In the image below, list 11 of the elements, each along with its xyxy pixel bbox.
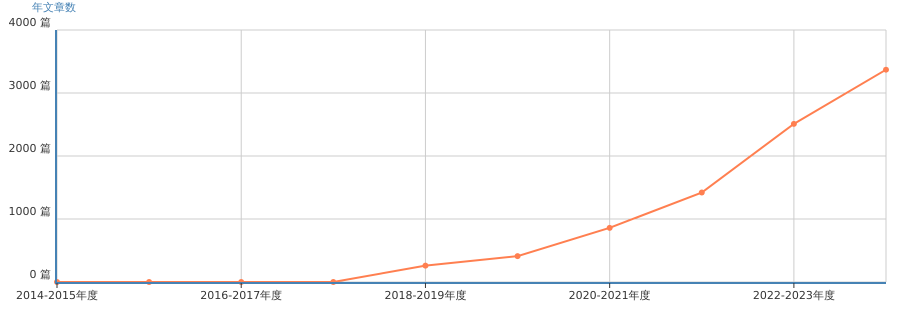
y-tick-label: 1000 篇	[8, 205, 51, 218]
y-axis-title: 年文章数	[32, 1, 76, 14]
y-tick-label: 2000 篇	[8, 142, 51, 155]
x-tick-label: 2016-2017年度	[200, 289, 282, 302]
y-tick-label: 3000 篇	[8, 79, 51, 92]
x-tick-label: 2022-2023年度	[752, 289, 835, 302]
y-tick-label: 0 篇	[30, 268, 51, 281]
y-tick-label: 4000 篇	[8, 16, 51, 29]
x-tick-label: 2014-2015年度	[16, 289, 98, 302]
x-tick-label: 2020-2021年度	[568, 289, 651, 302]
x-tick-label: 2018-2019年度	[384, 289, 466, 302]
